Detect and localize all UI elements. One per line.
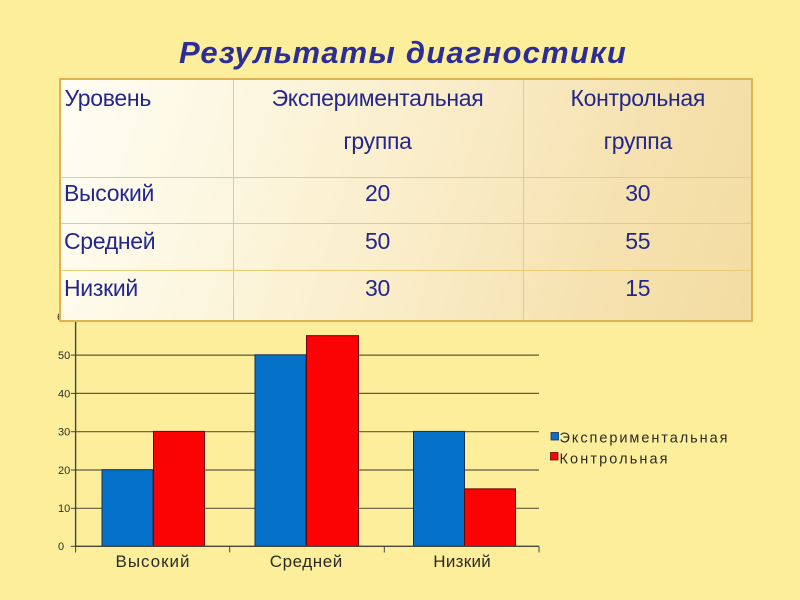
svg-text:30: 30 bbox=[58, 427, 70, 439]
svg-text:Средней: Средней bbox=[270, 552, 343, 571]
svg-text:Экспериментальная: Экспериментальная bbox=[560, 431, 728, 447]
svg-text:Контрольная: Контрольная bbox=[560, 452, 668, 468]
svg-text:50: 50 bbox=[58, 350, 70, 362]
svg-text:0: 0 bbox=[58, 541, 64, 553]
svg-text:10: 10 bbox=[58, 503, 70, 515]
svg-text:Высокий: Высокий bbox=[116, 552, 190, 571]
svg-text:20: 20 bbox=[58, 465, 70, 477]
svg-text:Низкий: Низкий bbox=[433, 552, 491, 571]
svg-text:40: 40 bbox=[58, 388, 70, 400]
